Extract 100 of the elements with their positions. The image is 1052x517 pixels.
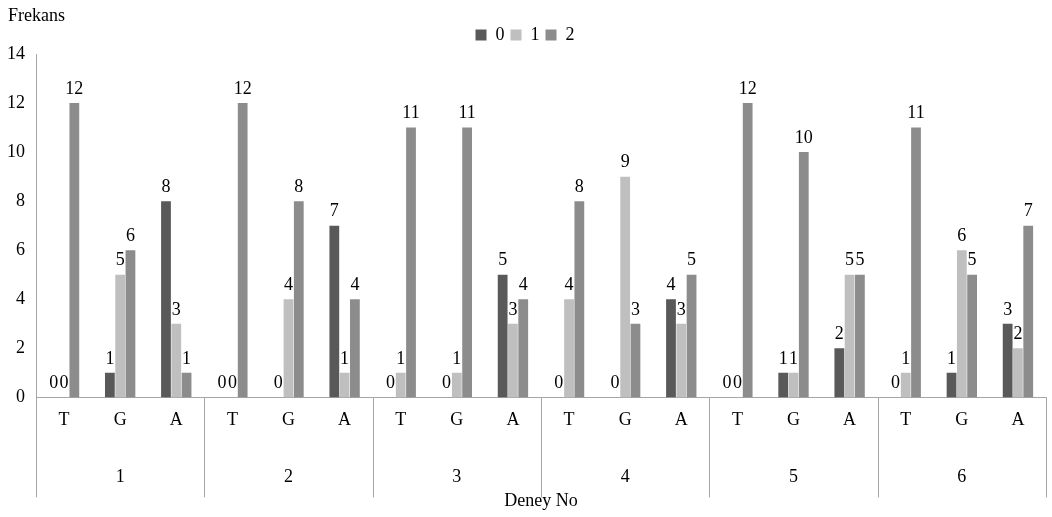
data-label: 4 xyxy=(518,274,528,295)
data-label: 1 xyxy=(182,347,192,368)
data-label: 5 xyxy=(845,249,855,270)
data-label: 3 xyxy=(1003,298,1013,319)
data-label: 1 xyxy=(789,347,798,368)
data-label: 5 xyxy=(855,249,865,270)
data-label: 6 xyxy=(125,224,135,245)
bar xyxy=(125,250,136,398)
bar xyxy=(518,299,529,398)
data-label: 0 xyxy=(890,372,900,393)
bar xyxy=(911,127,921,398)
bar xyxy=(395,372,406,398)
x-tick-label: G xyxy=(113,408,127,429)
data-label: 12 xyxy=(233,77,252,98)
x-tick-label: G xyxy=(282,408,295,429)
data-label: 11 xyxy=(458,102,476,123)
data-label: 0 xyxy=(59,372,69,393)
legend-label: 1 xyxy=(530,23,540,44)
data-label: 1 xyxy=(947,347,957,368)
bar xyxy=(69,103,80,398)
x-tick-label: T xyxy=(395,408,407,429)
y-axis-title: Frekans xyxy=(8,4,65,25)
data-label: 1 xyxy=(778,347,788,368)
bar xyxy=(451,372,462,398)
data-label: 6 xyxy=(957,224,967,245)
data-label: 3 xyxy=(171,298,181,319)
data-label: 4 xyxy=(350,274,360,295)
y-tick-label: 8 xyxy=(16,189,25,210)
data-label: 1 xyxy=(340,347,350,368)
data-label: 1 xyxy=(105,347,115,368)
bar xyxy=(686,274,697,398)
y-tick-label: 4 xyxy=(16,288,25,309)
x-tick-label: G xyxy=(450,408,464,429)
bar xyxy=(181,372,192,398)
y-tick-label: 12 xyxy=(7,91,25,112)
bar xyxy=(497,274,508,398)
x-tick-label: T xyxy=(900,408,912,429)
bar xyxy=(574,201,585,398)
data-label: 9 xyxy=(620,151,630,172)
bar xyxy=(834,348,845,398)
data-label: 11 xyxy=(402,102,420,123)
y-tick-label: 0 xyxy=(16,386,25,407)
bar xyxy=(350,299,360,398)
bar xyxy=(676,323,687,398)
data-label: 8 xyxy=(294,175,304,196)
bar xyxy=(855,274,865,398)
bar xyxy=(293,201,304,398)
data-label: 3 xyxy=(508,298,518,319)
bar xyxy=(283,299,294,398)
bar xyxy=(161,201,171,398)
data-label: 0 xyxy=(227,372,237,393)
x-tick-label: A xyxy=(506,408,520,429)
x-tick-label: A xyxy=(674,408,688,429)
data-label: 3 xyxy=(676,298,686,319)
bar xyxy=(339,372,350,398)
data-label: 0 xyxy=(273,372,283,393)
bar xyxy=(844,274,855,398)
x-tick-label: G xyxy=(955,408,969,429)
bar xyxy=(946,372,957,398)
bar xyxy=(798,152,809,398)
bar xyxy=(742,103,753,398)
bar xyxy=(666,299,676,398)
bar xyxy=(967,274,978,398)
data-label: 2 xyxy=(1013,323,1023,344)
text: 5 xyxy=(789,466,798,487)
x-tick-label: G xyxy=(787,408,800,429)
text: 6 xyxy=(957,466,967,487)
data-label: 5 xyxy=(967,249,977,270)
data-label: 0 xyxy=(49,372,59,393)
bar xyxy=(104,372,115,398)
y-tick-label: 10 xyxy=(7,140,25,161)
bar xyxy=(462,127,473,398)
data-label: 4 xyxy=(666,274,676,295)
bar xyxy=(630,323,641,398)
x-tick-label: T xyxy=(731,408,743,429)
data-label: 8 xyxy=(574,175,584,196)
x-tick-label: T xyxy=(563,408,575,429)
text: 2 xyxy=(284,466,293,487)
bar xyxy=(115,274,126,398)
data-label: 7 xyxy=(1023,200,1033,221)
data-label: 7 xyxy=(329,200,339,221)
data-label: 1 xyxy=(396,347,406,368)
bar xyxy=(788,372,799,398)
x-tick-label: T xyxy=(226,408,238,429)
bar xyxy=(329,225,340,398)
text: 4 xyxy=(620,466,630,487)
y-tick-label: 6 xyxy=(16,238,25,259)
data-label: 0 xyxy=(610,372,620,393)
bar xyxy=(171,323,182,398)
y-tick-label: 14 xyxy=(7,42,25,63)
data-label: 11 xyxy=(907,102,925,123)
data-label: 0 xyxy=(554,372,564,393)
data-label: 1 xyxy=(452,347,462,368)
bar xyxy=(956,250,967,398)
data-label: 8 xyxy=(161,175,171,196)
data-label: 4 xyxy=(564,274,574,295)
y-tick-label: 2 xyxy=(16,337,25,358)
data-label: 12 xyxy=(65,77,84,98)
bar xyxy=(406,127,416,398)
x-tick-label: A xyxy=(1011,408,1025,429)
